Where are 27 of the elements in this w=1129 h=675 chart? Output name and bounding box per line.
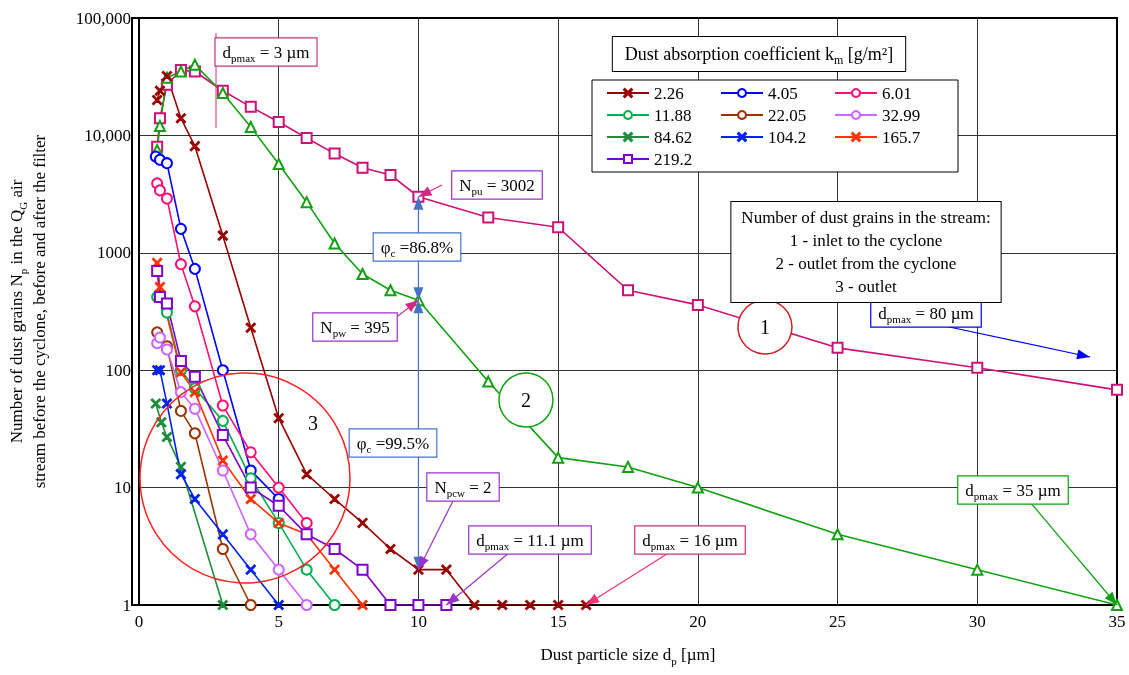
x-tick-label: 0 (134, 612, 144, 631)
legend-label: 165.7 (882, 127, 921, 147)
x-tick-label: 10 (409, 612, 427, 631)
legend-label: 84.62 (654, 127, 693, 147)
legend-label: 4.05 (768, 83, 798, 103)
x-tick-label: 15 (549, 612, 567, 631)
legend-label: 22.05 (768, 105, 807, 125)
x-tick-label: 25 (829, 612, 847, 631)
y-tick-label: 1 (122, 595, 131, 615)
legend-label: 32.99 (882, 105, 921, 125)
y-tick-label: 10,000 (84, 125, 131, 145)
legend-label: 11.88 (654, 105, 692, 125)
legend-label: 219.2 (654, 149, 693, 169)
x-tick-label: 20 (689, 612, 707, 631)
x-tick-label: 35 (1108, 612, 1126, 631)
annotation: 1 (760, 316, 770, 338)
y-tick-label: 10 (114, 478, 131, 498)
annotation: 3 (308, 412, 318, 434)
legend-label: 6.01 (882, 83, 912, 103)
y-tick-label: 100,000 (75, 8, 131, 28)
y-tick-label: 1000 (97, 243, 131, 263)
legend-label: 104.2 (768, 127, 807, 147)
annotation: 2 (521, 389, 531, 411)
x-tick-label: 5 (274, 612, 283, 631)
x-tick-label: 30 (968, 612, 986, 631)
y-tick-label: 100 (105, 360, 131, 380)
legend-label: 2.26 (654, 83, 684, 103)
